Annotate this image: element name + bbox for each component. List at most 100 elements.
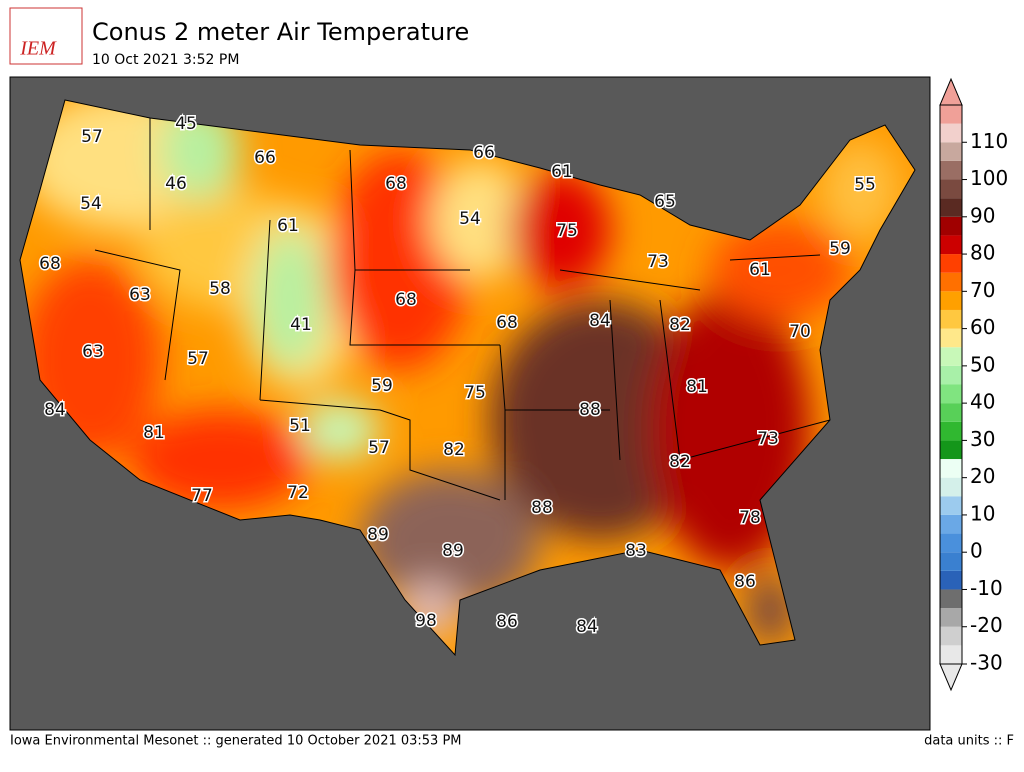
temperature-label: 51 xyxy=(289,416,311,436)
temperature-label: 57 xyxy=(368,438,390,458)
temperature-label: 57 xyxy=(81,127,103,147)
colorbar-bin xyxy=(940,105,962,124)
temperature-label: 72 xyxy=(287,483,309,503)
colorbar-bin xyxy=(940,626,962,646)
temperature-label: 88 xyxy=(579,400,601,420)
title: Conus 2 meter Air Temperature xyxy=(92,18,469,46)
temperature-label: 82 xyxy=(669,315,691,335)
colorbar-tick-label: 40 xyxy=(970,390,995,414)
colorbar-bin xyxy=(940,328,962,348)
colorbar-frame xyxy=(939,104,963,665)
temperature-label: 68 xyxy=(385,174,407,194)
temperature-label: 58 xyxy=(209,279,231,299)
colorbar-arrow-high xyxy=(939,77,963,106)
temperature-label: 45 xyxy=(175,114,197,134)
colorbar-bin xyxy=(940,179,962,199)
map-labels: 57 45 66 68 66 61 65 55 46 54 54 75 61 59 73 61 68 63 58 68… xyxy=(38,113,878,639)
colorbar-bin xyxy=(940,347,962,366)
temperature-label: 81 xyxy=(686,377,708,397)
logo-text: IEM xyxy=(19,38,57,60)
colorbar-bin xyxy=(940,645,962,664)
temperature-label: 68 xyxy=(39,254,61,274)
temperature-label: 86 xyxy=(734,572,756,592)
temperature-label: 68 xyxy=(496,313,518,333)
temperature-label: 59 xyxy=(371,376,393,396)
colorbar-bin xyxy=(940,254,962,273)
temperature-label: 57 xyxy=(187,349,209,369)
colorbar-bin xyxy=(940,403,962,422)
temperature-label: 75 xyxy=(464,383,486,403)
colorbar-bin xyxy=(940,552,962,571)
colorbar-bin xyxy=(940,570,962,590)
temperature-label: 63 xyxy=(129,285,151,305)
temperature-label: 66 xyxy=(254,148,276,168)
colorbar-bin xyxy=(940,123,962,143)
colorbar-tick-label: 50 xyxy=(970,352,995,376)
colorbar-tick-label: 110 xyxy=(970,129,1008,153)
boundaries xyxy=(19,99,916,657)
temperature-label: 61 xyxy=(749,260,771,280)
colorbar-arrow-low xyxy=(939,663,963,692)
temperature-label: 86 xyxy=(496,612,518,632)
colorbar-tick-label: -10 xyxy=(970,576,1003,600)
temperature-label: 84 xyxy=(589,311,611,331)
temperature-label: 88 xyxy=(531,498,553,518)
temperature-label: 66 xyxy=(473,143,495,163)
colorbar-bin xyxy=(940,421,962,441)
temperature-label: 63 xyxy=(82,342,104,362)
colorbar-bin xyxy=(940,309,962,329)
temperature-label: 82 xyxy=(443,440,465,460)
temperature-label: 41 xyxy=(290,315,312,335)
temperature-label: 98 xyxy=(415,611,437,631)
logo: IEM xyxy=(9,7,83,65)
colorbar-tick-label: 0 xyxy=(970,539,983,563)
colorbar-tick-label: 30 xyxy=(970,427,995,451)
colorbar-tick-label: 90 xyxy=(970,203,995,227)
subtitle: 10 Oct 2021 3:52 PM xyxy=(92,52,239,68)
temperature-label: 55 xyxy=(854,175,876,195)
footer-right: data units :: F xyxy=(924,734,1014,749)
temperature-label: 82 xyxy=(669,452,691,472)
temperature-label: 73 xyxy=(757,429,779,449)
temperature-label: 78 xyxy=(739,508,761,528)
temperature-label: 54 xyxy=(459,209,481,229)
temperature-label: 83 xyxy=(625,541,647,561)
colorbar-bin xyxy=(940,160,962,180)
temperature-label: 68 xyxy=(395,290,417,310)
temperature-label: 65 xyxy=(654,192,676,212)
colorbar-bin xyxy=(940,198,962,217)
colorbar-bin xyxy=(940,235,962,255)
temperature-label: 89 xyxy=(367,525,389,545)
colorbar-bin xyxy=(940,291,962,310)
temperature-label: 84 xyxy=(576,617,598,637)
colorbar-tick-label: 70 xyxy=(970,278,995,302)
temperature-field xyxy=(20,100,915,655)
colorbar-tick-label: 100 xyxy=(970,166,1008,190)
colorbar-bin xyxy=(940,589,962,609)
colorbar-tick-label: 20 xyxy=(970,464,995,488)
temperature-label: 81 xyxy=(143,423,165,443)
colorbar-bin xyxy=(940,216,962,236)
colorbar-tick-label: -30 xyxy=(970,651,1003,675)
temperature-label: 70 xyxy=(789,322,811,342)
colorbar-bin xyxy=(940,533,962,553)
footer-left: Iowa Environmental Mesonet :: generated … xyxy=(10,734,462,749)
temperature-label: 46 xyxy=(165,174,187,194)
temperature-label: 61 xyxy=(551,162,573,182)
temperature-label: 54 xyxy=(80,194,102,214)
colorbar-bin xyxy=(940,365,962,385)
temperature-label: 75 xyxy=(556,221,578,241)
colorbar-bin xyxy=(940,477,962,497)
colorbar-bin xyxy=(940,459,962,478)
colorbar-tick-label: 60 xyxy=(970,315,995,339)
colorbar-bin xyxy=(940,608,962,627)
temperature-label: 73 xyxy=(647,252,669,272)
colorbar-tick-label: 80 xyxy=(970,241,995,265)
temperature-label: 61 xyxy=(277,216,299,236)
colorbar-bin xyxy=(940,142,962,161)
colorbar-tick-label: 10 xyxy=(970,501,995,525)
colorbar-bin xyxy=(940,496,962,515)
colorbar-bin xyxy=(940,514,962,534)
temperature-label: 59 xyxy=(829,239,851,259)
